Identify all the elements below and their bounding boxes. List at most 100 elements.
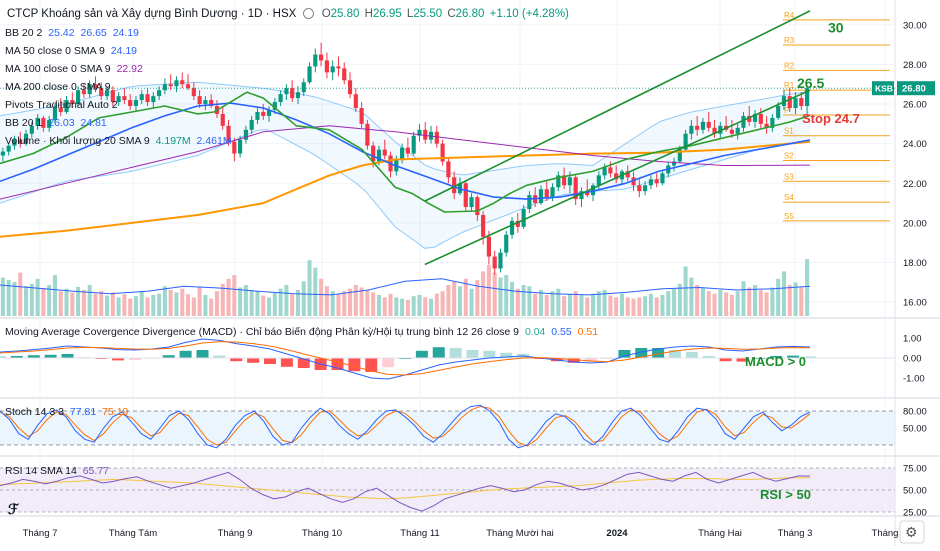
volume-bar: [747, 287, 752, 316]
volume-bar: [579, 294, 584, 316]
volume-bar: [29, 283, 34, 316]
volume-bar: [197, 287, 202, 316]
volume-bar: [429, 298, 434, 316]
chart-annotation: 30: [828, 20, 844, 36]
candle-body: [99, 88, 104, 97]
volume-bar: [376, 294, 381, 316]
ohlc-l-key: L: [406, 8, 414, 20]
pivot-label: R3: [784, 36, 795, 45]
rsi-pane: 75.00 50.00 25.00 RSI > 50: [0, 464, 927, 519]
volume-bar: [93, 293, 98, 316]
macd-histogram-bar: [787, 355, 800, 358]
volume-bar: [105, 295, 110, 316]
rsi-line: [0, 471, 811, 512]
indicator-lines: [0, 10, 895, 266]
macd-histogram-bar: [44, 354, 57, 358]
candle-body: [764, 123, 769, 128]
macd-histogram-bar: [27, 355, 40, 358]
volume-bar: [133, 296, 138, 316]
volume-bar: [336, 293, 341, 316]
price-tick-label: 16.00: [903, 298, 927, 309]
ohlc-o-value: 25.80: [330, 8, 360, 20]
candle-body: [278, 94, 283, 103]
volume-bar: [139, 291, 144, 316]
volume-bar: [753, 285, 758, 316]
candle-body: [272, 102, 277, 110]
rsi-tick-label: 50.00: [903, 486, 927, 497]
volume-bar: [151, 294, 156, 316]
price-axis[interactable]: 30.00 28.00 26.00 24.00 22.00 20.00 18.00 16.00…: [872, 20, 935, 309]
ohlc-c-value: 26.80: [455, 8, 485, 20]
pivot-levels: R4 R3 R2 R1 P S1 S2 S3 S4 S5: [783, 11, 890, 222]
legend-macd[interactable]: Moving Average Covergence Divergence (MA…: [5, 326, 598, 339]
volume-bar: [348, 288, 353, 316]
legend-ma-100[interactable]: MA 100 close 0 SMA 9 22.92: [5, 63, 143, 76]
volume-bar: [724, 292, 729, 316]
volume-bar: [457, 286, 462, 316]
candle-body: [787, 96, 792, 109]
macd-histogram-bar: [770, 356, 783, 358]
macd-histogram-bar: [297, 358, 310, 368]
volume-bar: [99, 291, 104, 316]
candle-body: [12, 139, 17, 146]
volume-bar: [220, 283, 225, 316]
price-tick-label: 20.00: [903, 218, 927, 229]
candles[interactable]: [0, 42, 810, 275]
candle-body: [64, 100, 69, 112]
candle-body: [313, 54, 318, 67]
candle-body: [781, 96, 787, 107]
stoch-d-line: [0, 405, 811, 447]
legend-ma-50[interactable]: MA 50 close 0 SMA 9 24.19: [5, 45, 137, 58]
volume-bar: [6, 280, 11, 316]
volume-bar: [417, 294, 422, 316]
volume-bar: [371, 292, 376, 316]
legend-pivots[interactable]: Pivots Traditional Auto 2: [5, 99, 118, 112]
macd-histogram-bar: [162, 355, 175, 358]
candle-body: [76, 90, 81, 105]
time-tick-label: Tháng: [872, 528, 899, 539]
candle-body: [469, 197, 474, 208]
volume-bar: [76, 286, 81, 316]
pivot-label: R4: [784, 11, 795, 20]
volume-bar: [267, 297, 272, 316]
candle-body: [544, 189, 549, 198]
volume-bar: [87, 285, 92, 316]
candle-body: [527, 195, 532, 210]
ohlc-h-key: H: [364, 8, 373, 20]
macd-histogram-bar: [618, 350, 631, 358]
candle-body: [41, 117, 46, 128]
legend-volume[interactable]: Volume · Khối lượng 20 SMA 9 4.197M 2.46…: [5, 135, 232, 148]
legend-stoch[interactable]: Stoch 14 3 3 77.81 75.19: [5, 406, 128, 419]
candle-body: [0, 151, 5, 156]
volume-bar: [648, 293, 653, 316]
legend-bb-20-1[interactable]: BB 20 1 26.03 24.81: [5, 117, 107, 130]
volume-bar: [58, 291, 63, 316]
volume-bar: [567, 293, 572, 316]
macd-histogram-bar: [685, 352, 698, 358]
legend-label: Volume · Khối lượng 20 SMA 9: [5, 135, 150, 147]
price-tick-label: 22.00: [903, 179, 927, 190]
price-tick-label: 30.00: [903, 20, 927, 31]
volume-bar: [359, 287, 364, 316]
candle-body: [226, 125, 231, 142]
candle-body: [735, 127, 740, 134]
legend-bb-20-2[interactable]: BB 20 2 25.42 26.65 24.19: [5, 27, 139, 40]
macd-histogram-bar: [500, 352, 513, 358]
candle-body: [255, 111, 260, 120]
volume-bar: [608, 295, 613, 316]
legend-value: 22.92: [116, 63, 143, 75]
time-tick-label: Tháng Mười hai: [486, 528, 554, 539]
macd-histogram-bar: [129, 358, 141, 360]
ohlc-c-key: C: [447, 8, 456, 20]
candle-body: [295, 92, 301, 99]
legend-ma-200[interactable]: MA 200 close 0 SMA 9: [5, 81, 111, 94]
time-tick-label: Tháng 7: [23, 528, 58, 539]
volume-bar: [52, 275, 57, 316]
symbol-title[interactable]: CTCP Khoáng sản và Xây dựng Bình Dương ·…: [7, 8, 297, 20]
legend-rsi[interactable]: RSI 14 SMA 14 65.77: [5, 465, 109, 478]
legend-value: 65.77: [82, 465, 109, 477]
time-axis[interactable]: Tháng 7 Tháng Tám Tháng 9 Tháng 10 Tháng 11 T…: [8, 501, 925, 544]
candle-body: [209, 100, 214, 107]
